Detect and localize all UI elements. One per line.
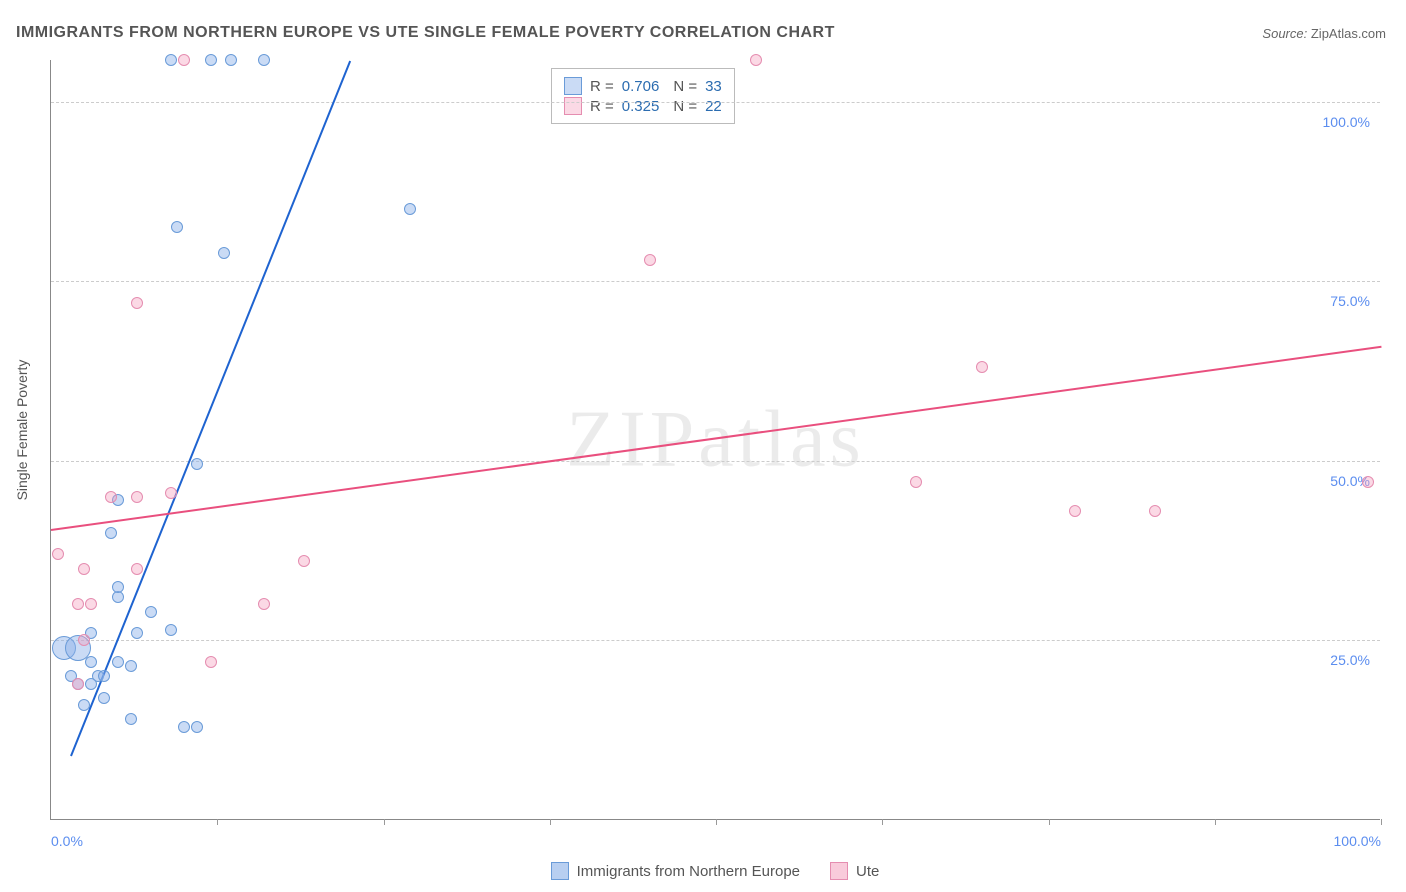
data-point bbox=[78, 699, 90, 711]
data-point bbox=[178, 54, 190, 66]
data-point bbox=[131, 627, 143, 639]
data-point bbox=[1149, 505, 1161, 517]
data-point bbox=[145, 606, 157, 618]
legend-stats: R = 0.706 N = 33 R = 0.325 N = 22 bbox=[551, 68, 735, 124]
data-point bbox=[72, 598, 84, 610]
data-point bbox=[1069, 505, 1081, 517]
data-point bbox=[105, 491, 117, 503]
x-tick-mark bbox=[882, 819, 883, 825]
x-tick-mark bbox=[1381, 819, 1382, 825]
legend-stat-row: R = 0.706 N = 33 bbox=[564, 77, 722, 95]
data-point bbox=[750, 54, 762, 66]
legend-n-label: N = bbox=[673, 78, 697, 95]
legend-swatch bbox=[564, 97, 582, 115]
x-tick-mark bbox=[217, 819, 218, 825]
data-point bbox=[98, 670, 110, 682]
source-label: Source: bbox=[1262, 26, 1307, 41]
legend-n-label: N = bbox=[673, 98, 697, 115]
legend-n-value: 33 bbox=[705, 78, 722, 95]
data-point bbox=[298, 555, 310, 567]
watermark-text: ZIPatlas bbox=[566, 394, 865, 485]
legend-series-item: Ute bbox=[830, 862, 879, 880]
source-attribution: Source: ZipAtlas.com bbox=[1262, 26, 1386, 41]
data-point bbox=[78, 634, 90, 646]
x-tick-mark bbox=[1049, 819, 1050, 825]
data-point bbox=[205, 656, 217, 668]
legend-r-label: R = bbox=[590, 78, 614, 95]
data-point bbox=[125, 713, 137, 725]
data-point bbox=[165, 624, 177, 636]
legend-series: Immigrants from Northern Europe Ute bbox=[50, 862, 1380, 880]
x-tick-mark bbox=[1215, 819, 1216, 825]
data-point bbox=[191, 721, 203, 733]
legend-series-item: Immigrants from Northern Europe bbox=[551, 862, 800, 880]
legend-r-value: 0.325 bbox=[622, 98, 660, 115]
y-axis-label: Single Female Poverty bbox=[14, 360, 30, 501]
data-point bbox=[258, 54, 270, 66]
y-tick-label: 100.0% bbox=[1323, 114, 1370, 130]
data-point bbox=[105, 527, 117, 539]
data-point bbox=[131, 297, 143, 309]
data-point bbox=[85, 598, 97, 610]
data-point bbox=[52, 548, 64, 560]
x-tick-mark bbox=[384, 819, 385, 825]
legend-swatch bbox=[564, 77, 582, 95]
data-point bbox=[644, 254, 656, 266]
data-point bbox=[112, 591, 124, 603]
data-point bbox=[85, 656, 97, 668]
data-point bbox=[78, 563, 90, 575]
legend-n-value: 22 bbox=[705, 98, 722, 115]
y-tick-label: 25.0% bbox=[1330, 652, 1370, 668]
plot-area: ZIPatlas R = 0.706 N = 33 R = 0.325 N = 22 25.0… bbox=[50, 60, 1380, 820]
data-point bbox=[258, 598, 270, 610]
data-point bbox=[112, 656, 124, 668]
trend-line bbox=[70, 61, 351, 757]
x-tick-label: 100.0% bbox=[1334, 833, 1381, 849]
legend-swatch bbox=[551, 862, 569, 880]
chart-title: IMMIGRANTS FROM NORTHERN EUROPE VS UTE S… bbox=[16, 24, 835, 42]
data-point bbox=[72, 678, 84, 690]
gridline-horizontal bbox=[51, 461, 1380, 462]
legend-stat-row: R = 0.325 N = 22 bbox=[564, 97, 722, 115]
legend-r-label: R = bbox=[590, 98, 614, 115]
y-tick-label: 75.0% bbox=[1330, 293, 1370, 309]
data-point bbox=[225, 54, 237, 66]
data-point bbox=[165, 487, 177, 499]
x-tick-label: 0.0% bbox=[51, 833, 83, 849]
data-point bbox=[131, 563, 143, 575]
data-point bbox=[205, 54, 217, 66]
data-point bbox=[1362, 476, 1374, 488]
source-value: ZipAtlas.com bbox=[1311, 26, 1386, 41]
data-point bbox=[171, 221, 183, 233]
data-point bbox=[112, 581, 124, 593]
data-point bbox=[910, 476, 922, 488]
gridline-horizontal bbox=[51, 281, 1380, 282]
data-point bbox=[125, 660, 137, 672]
data-point bbox=[218, 247, 230, 259]
legend-swatch bbox=[830, 862, 848, 880]
legend-r-value: 0.706 bbox=[622, 78, 660, 95]
x-tick-mark bbox=[550, 819, 551, 825]
data-point bbox=[85, 678, 97, 690]
data-point bbox=[165, 54, 177, 66]
data-point bbox=[98, 692, 110, 704]
data-point bbox=[178, 721, 190, 733]
data-point bbox=[976, 361, 988, 373]
x-tick-mark bbox=[716, 819, 717, 825]
legend-series-label: Immigrants from Northern Europe bbox=[577, 863, 800, 880]
trend-line bbox=[51, 346, 1381, 531]
legend-series-label: Ute bbox=[856, 863, 879, 880]
data-point bbox=[191, 458, 203, 470]
gridline-horizontal bbox=[51, 102, 1380, 103]
gridline-horizontal bbox=[51, 640, 1380, 641]
data-point bbox=[131, 491, 143, 503]
data-point bbox=[404, 203, 416, 215]
